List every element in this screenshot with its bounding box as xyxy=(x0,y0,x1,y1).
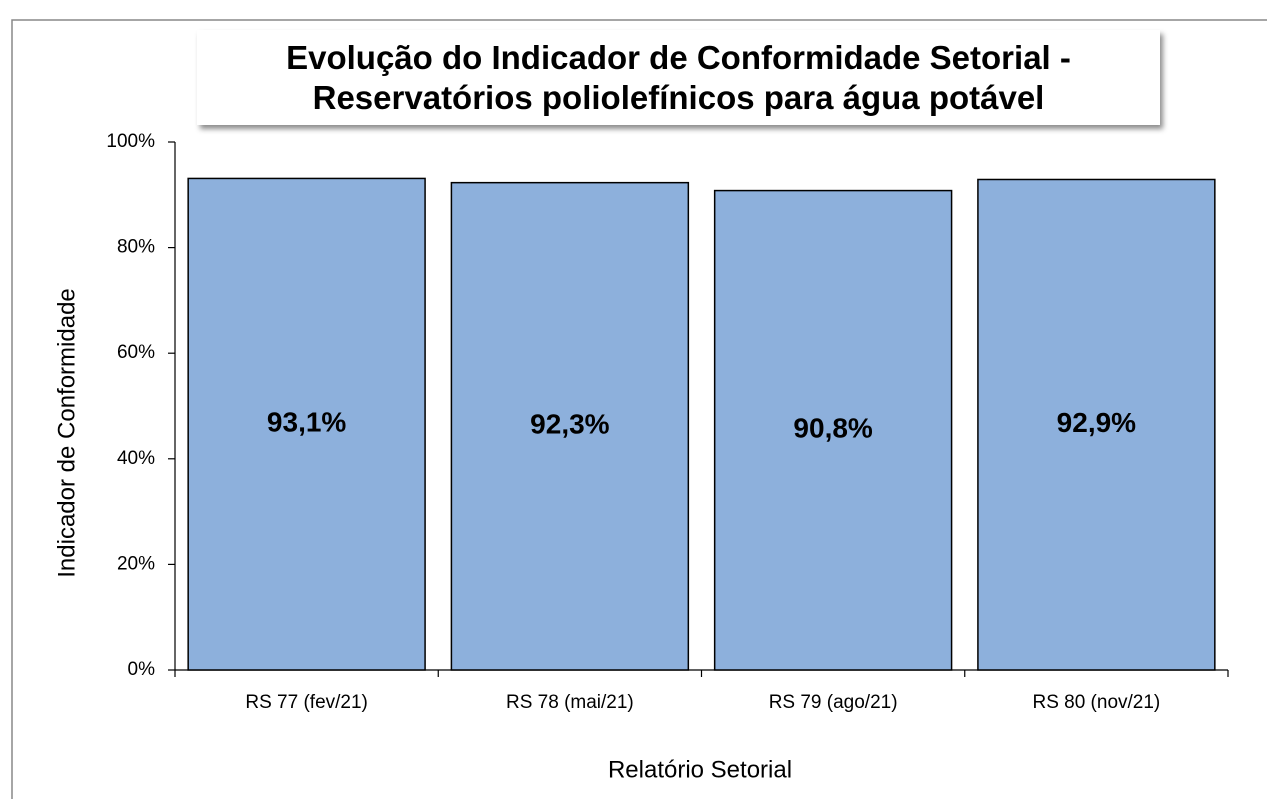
y-tick-label: 20% xyxy=(117,553,155,574)
x-axis-label: Relatório Setorial xyxy=(608,756,792,783)
x-tick-label: RS 80 (nov/21) xyxy=(1032,692,1160,713)
x-tick-label: RS 79 (ago/21) xyxy=(769,692,898,713)
data-label: 93,1% xyxy=(267,407,346,438)
y-tick-label: 40% xyxy=(117,448,155,469)
bar xyxy=(187,177,426,671)
data-label: 92,3% xyxy=(530,409,609,440)
bar xyxy=(450,181,690,671)
x-tick-label: RS 77 (fev/21) xyxy=(245,692,368,713)
chart-title: Evolução do Indicador de Conformidade Se… xyxy=(197,30,1160,125)
bar xyxy=(713,189,953,671)
x-tick-label: RS 78 (mai/21) xyxy=(506,692,634,713)
data-label: 92,9% xyxy=(1057,407,1136,438)
y-tick-label: 80% xyxy=(117,237,155,258)
y-tick-label: 60% xyxy=(117,342,155,363)
y-tick-label: 0% xyxy=(128,659,156,680)
data-label: 90,8% xyxy=(793,413,872,444)
bar xyxy=(977,178,1216,671)
y-axis-label: Indicador de Conformidade xyxy=(53,288,80,578)
y-tick-label: 100% xyxy=(106,131,155,152)
